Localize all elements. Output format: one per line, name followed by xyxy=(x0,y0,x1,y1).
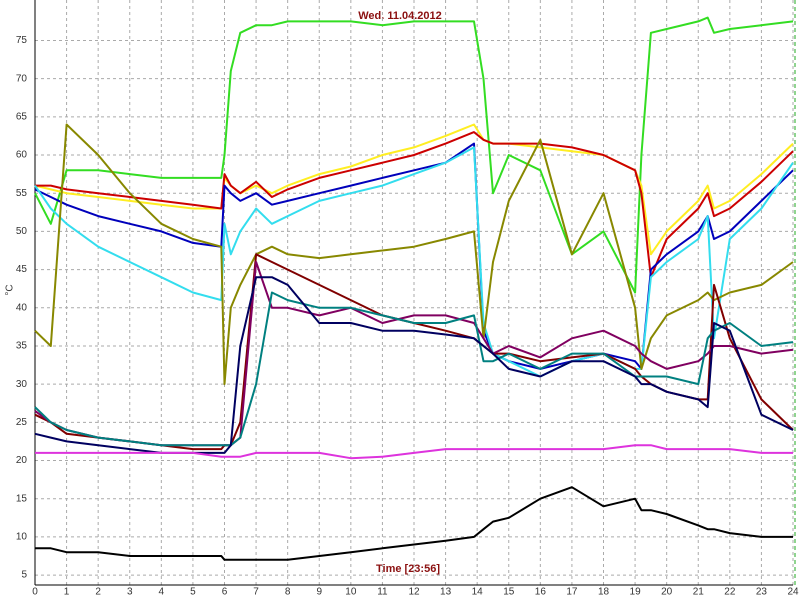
y-tick-label: 50 xyxy=(16,226,28,237)
x-tick-label: 0 xyxy=(32,587,38,598)
y-tick-label: 5 xyxy=(21,570,27,581)
series-line xyxy=(34,16,794,294)
series-line xyxy=(34,146,794,378)
x-tick-label: 11 xyxy=(377,587,388,598)
x-tick-label: 20 xyxy=(661,587,673,598)
x-tick-label: 14 xyxy=(472,587,484,598)
x-tick-label: 3 xyxy=(127,587,133,598)
y-tick-label: 60 xyxy=(16,150,28,161)
chart-title: Wed. 11.04.2012 xyxy=(358,10,442,22)
y-tick-label: 20 xyxy=(16,455,28,466)
series-line xyxy=(34,142,794,370)
y-tick-label: 40 xyxy=(16,302,28,313)
y-tick-label: 70 xyxy=(16,73,28,84)
x-tick-label: 13 xyxy=(440,587,452,598)
x-tick-label: 21 xyxy=(693,587,705,598)
x-tick-label: 10 xyxy=(345,587,357,598)
x-tick-label: 1 xyxy=(64,587,70,598)
x-tick-label: 16 xyxy=(535,587,547,598)
y-tick-label: 35 xyxy=(16,341,28,352)
x-tick-label: 24 xyxy=(787,587,799,598)
x-tick-label: 19 xyxy=(630,587,642,598)
series-line xyxy=(35,444,793,460)
y-axis-label: °C xyxy=(5,284,16,295)
x-tick-label: 23 xyxy=(756,587,768,598)
x-tick-label: 4 xyxy=(159,587,165,598)
x-tick-label: 5 xyxy=(190,587,196,598)
x-tick-label: 12 xyxy=(408,587,420,598)
series-line xyxy=(34,123,794,386)
y-tick-label: 30 xyxy=(16,379,28,390)
x-tick-label: 2 xyxy=(95,587,101,598)
series-line xyxy=(35,486,793,561)
series-line xyxy=(34,123,794,256)
y-tick-label: 65 xyxy=(16,111,28,122)
x-tick-label: 15 xyxy=(503,587,515,598)
x-tick-label: 8 xyxy=(285,587,291,598)
y-tick-label: 55 xyxy=(16,188,28,199)
x-tick-label: 6 xyxy=(222,587,228,598)
x-tick-label: 17 xyxy=(566,587,578,598)
y-tick-label: 75 xyxy=(16,35,28,46)
y-tick-label: 10 xyxy=(16,532,28,543)
x-tick-label: 9 xyxy=(316,587,322,598)
x-tick-label: 7 xyxy=(253,587,259,598)
y-tick-label: 45 xyxy=(16,264,28,275)
x-axis-label: Time [23:56] xyxy=(376,563,440,575)
series-line xyxy=(35,131,794,279)
series-line xyxy=(34,291,794,447)
x-tick-label: 22 xyxy=(724,587,736,598)
y-tick-label: 25 xyxy=(16,417,28,428)
y-tick-label: 15 xyxy=(16,493,28,504)
x-tick-label: 18 xyxy=(598,587,610,598)
